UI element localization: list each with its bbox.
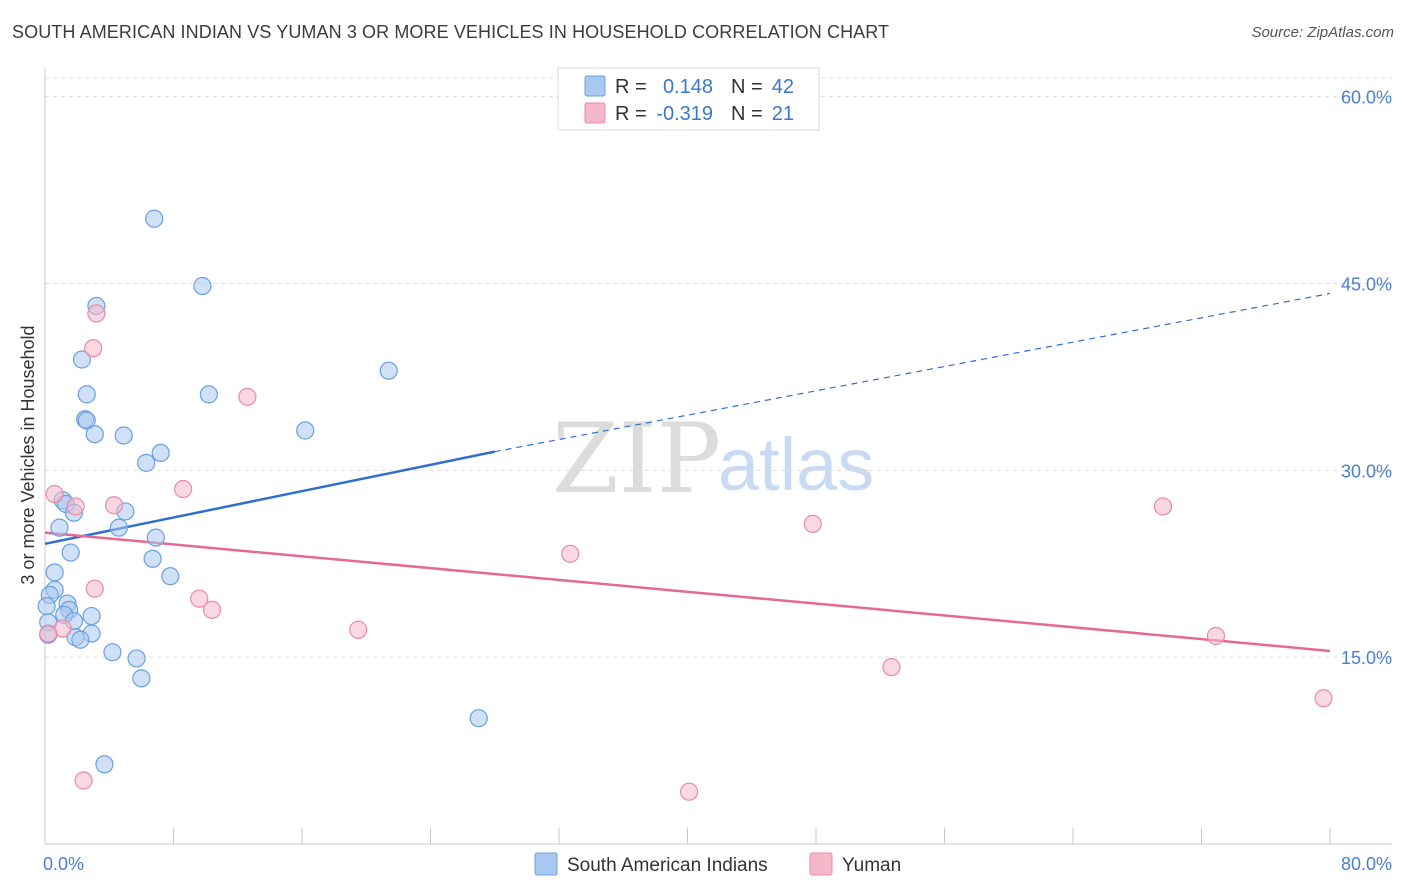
trend-line-extension-south-american-indians [494,292,1331,453]
legend-swatch-yuman [584,102,606,124]
point-yuman-2 [238,387,257,406]
legend-r-value-1: 0.148 [663,76,713,98]
y-tick-label-45: 45.0% [1341,275,1392,295]
point-south-american-indians-11 [114,426,133,445]
series-legend-swatch-yuman [809,852,833,876]
point-south-american-indians-21 [61,543,80,562]
point-yuman-15 [39,624,58,643]
watermark-atlas: atlas [718,423,874,506]
point-south-american-indians-18 [50,518,69,537]
point-south-american-indians-20 [146,528,165,547]
x-tick-label-max: 80.0% [1341,854,1392,874]
y-tick-label-60: 60.0% [1341,88,1392,108]
point-south-american-indians-22 [143,549,162,568]
point-south-american-indians-6 [199,385,218,404]
point-yuman-1 [84,339,103,358]
point-yuman-5 [66,497,85,516]
y-tick-label-30: 30.0% [1341,461,1392,481]
point-yuman-4 [45,484,64,504]
point-yuman-12 [202,600,222,619]
y-axis-label: 3 or more Vehicles in Household [18,325,38,584]
point-south-american-indians-12 [151,443,170,463]
point-south-american-indians-0 [145,209,164,228]
legend-r-label-2: R = [615,103,647,125]
y-tick-label-15: 15.0% [1341,648,1392,668]
point-south-american-indians-4 [379,361,398,380]
source-label: Source: ZipAtlas.com [1251,24,1394,41]
legend-n-value-2: 21 [772,103,794,125]
point-south-american-indians-36 [71,630,90,649]
watermark-zip: ZIP [552,403,721,515]
series-legend-swatch-south-american-indians [534,852,558,876]
point-yuman-13 [349,620,368,639]
point-south-american-indians-40 [132,669,151,688]
point-yuman-7 [1153,497,1173,516]
data-points [37,209,1333,801]
point-yuman-20 [680,782,699,801]
point-south-american-indians-38 [103,643,122,662]
point-south-american-indians-24 [45,563,64,582]
chart-title: SOUTH AMERICAN INDIAN VS YUMAN 3 OR MORE… [12,22,890,42]
point-yuman-19 [74,771,93,790]
x-tick-label-min: 0.0% [43,854,84,874]
correlation-legend: R = 0.148 N = 42 R = -0.319 N = 21 [557,67,820,131]
legend-r-value-2: -0.319 [656,103,713,125]
point-south-american-indians-1 [193,276,212,296]
point-south-american-indians-29 [37,597,56,616]
point-south-american-indians-13 [137,453,156,472]
point-south-american-indians-23 [161,567,180,586]
point-south-american-indians-19 [109,518,128,537]
point-yuman-6 [104,496,124,515]
point-south-american-indians-9 [85,425,104,444]
axes [44,68,1392,845]
point-south-american-indians-8 [77,411,96,430]
point-yuman-9 [561,544,580,563]
legend-swatch-south-american-indians [584,75,606,97]
point-south-american-indians-5 [77,385,96,404]
legend-n-value-1: 42 [772,76,794,98]
point-south-american-indians-10 [296,421,315,440]
series-legend-label-yuman: Yuman [842,855,901,876]
legend-n-label-2: N = [731,103,763,125]
trend-line-yuman [44,531,1331,653]
point-yuman-3 [174,479,193,499]
point-yuman-16 [1206,626,1226,646]
point-south-american-indians-31 [82,606,101,626]
point-yuman-10 [85,579,104,598]
legend-r-label-1: R = [615,76,647,98]
point-south-american-indians-3 [72,350,92,369]
point-yuman-0 [87,304,106,323]
series-legend: South American Indians Yuman [534,852,901,876]
point-south-american-indians-39 [127,649,146,668]
grid-lines [45,77,1392,658]
point-yuman-11 [190,589,209,608]
point-south-american-indians-41 [469,709,488,728]
tick-labels: 15.0% 30.0% 45.0% 60.0% 0.0% 80.0% [43,88,1392,874]
point-south-american-indians-42 [95,755,114,774]
legend-n-label-1: N = [731,76,763,98]
point-yuman-18 [1314,689,1333,708]
point-yuman-8 [803,514,822,533]
point-yuman-17 [882,658,901,677]
series-legend-label-south-american-indians: South American Indians [567,855,768,876]
